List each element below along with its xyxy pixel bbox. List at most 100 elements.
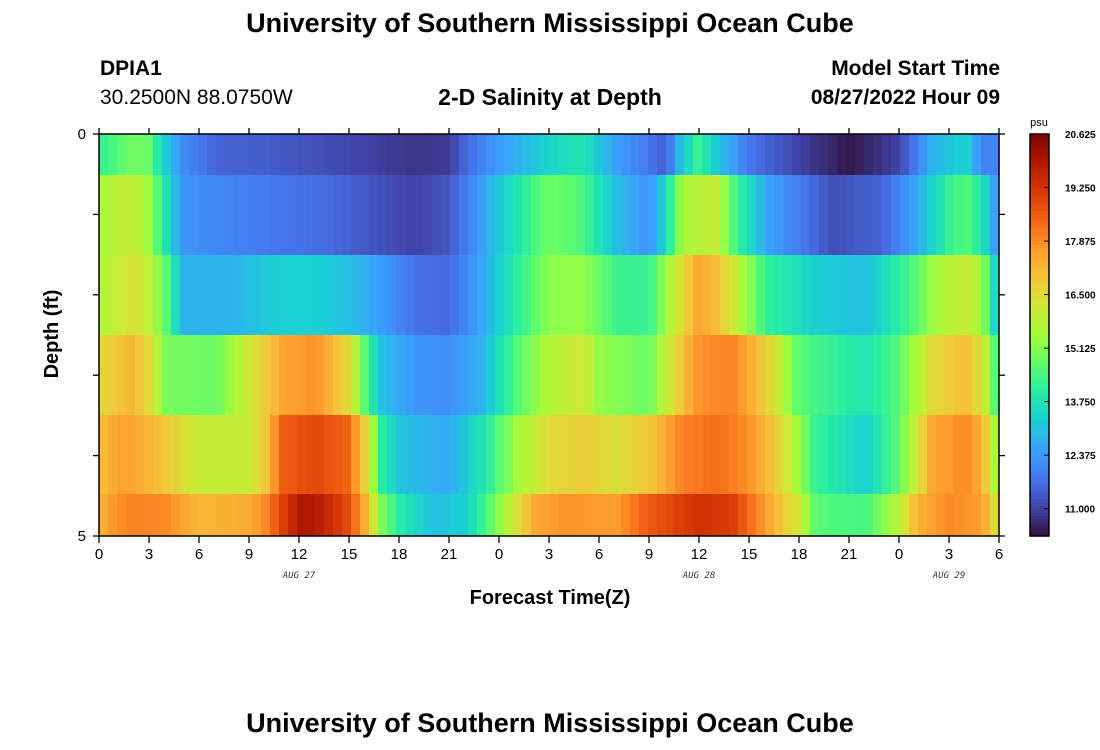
colorbar-swatch <box>1030 502 1049 507</box>
heatmap-cell <box>918 415 928 494</box>
heatmap-cell <box>171 134 181 175</box>
colorbar-swatch <box>1030 512 1049 517</box>
heatmap-cell <box>738 494 748 536</box>
heatmap-cell <box>927 415 937 494</box>
heatmap-cell <box>783 335 793 415</box>
heatmap-cell <box>891 335 901 415</box>
heatmap-cell <box>657 175 667 255</box>
heatmap-cell <box>477 335 487 415</box>
heatmap-cell <box>918 494 928 536</box>
heatmap-cell <box>747 335 757 415</box>
heatmap-cell <box>945 335 955 415</box>
heatmap-cell <box>459 494 469 536</box>
heatmap-cell <box>846 335 856 415</box>
heatmap-cell <box>504 335 514 415</box>
colorbar-swatch <box>1030 475 1049 480</box>
heatmap-cell <box>495 335 505 415</box>
heatmap-cell <box>531 134 541 175</box>
station-id: DPIA1 <box>100 57 162 80</box>
colorbar-swatch <box>1030 422 1049 427</box>
heatmap-cell <box>585 494 595 536</box>
heatmap-cell <box>882 494 892 536</box>
heatmap-cell <box>666 255 676 335</box>
colorbar-swatch <box>1030 381 1049 386</box>
heatmap-cell <box>837 134 847 175</box>
x-axis-title: Forecast Time(Z) <box>470 587 631 609</box>
colorbar-swatch <box>1030 244 1049 249</box>
colorbar-swatch <box>1030 522 1049 527</box>
heatmap-cell <box>819 415 829 494</box>
heatmap-cell <box>675 134 685 175</box>
heatmap-cell <box>288 415 298 494</box>
model-start-value: 08/27/2022 Hour 09 <box>810 86 1000 109</box>
heatmap-cell <box>936 415 946 494</box>
heatmap-cell <box>711 415 721 494</box>
heatmap-cell <box>135 255 145 335</box>
colorbar-swatch <box>1030 515 1049 520</box>
heatmap-cell <box>522 335 532 415</box>
heatmap-cell <box>288 255 298 335</box>
heatmap-cell <box>603 415 613 494</box>
heatmap-cell <box>243 415 253 494</box>
heatmap-cell <box>405 335 415 415</box>
heatmap-cell <box>846 134 856 175</box>
heatmap-cell <box>522 175 532 255</box>
heatmap-cell <box>153 175 163 255</box>
heatmap-cell <box>387 175 397 255</box>
heatmap-cell <box>666 134 676 175</box>
heatmap-cell <box>171 415 181 494</box>
heatmap-cell <box>108 175 118 255</box>
heatmap-cell <box>936 255 946 335</box>
colorbar-swatch <box>1030 237 1049 242</box>
heatmap-cell <box>369 494 379 536</box>
heatmap-cell <box>639 134 649 175</box>
heatmap-cell <box>684 134 694 175</box>
x-tick-label: 3 <box>945 546 953 563</box>
heatmap-cell <box>702 335 712 415</box>
heatmap-cell <box>117 494 127 536</box>
heatmap-cell <box>360 255 370 335</box>
heatmap-cell <box>693 335 703 415</box>
y-axis-title: Depth (ft) <box>41 290 63 379</box>
heatmap-cell <box>711 255 721 335</box>
heatmap-cell <box>198 255 208 335</box>
heatmap-cell <box>306 415 316 494</box>
x-tick-label: 6 <box>595 546 603 563</box>
heatmap-cell <box>252 494 262 536</box>
heatmap-cell <box>954 494 964 536</box>
heatmap-cell <box>819 494 829 536</box>
heatmap-cell <box>765 335 775 415</box>
heatmap-cell <box>423 494 433 536</box>
heatmap-cell <box>882 415 892 494</box>
heatmap-cell <box>756 255 766 335</box>
heatmap-cell <box>369 415 379 494</box>
heatmap-cell <box>513 415 523 494</box>
heatmap-cell <box>693 134 703 175</box>
heatmap-cell <box>612 255 622 335</box>
heatmap-cell <box>261 494 271 536</box>
colorbar-swatch <box>1030 465 1049 470</box>
heatmap-cell <box>126 494 136 536</box>
colorbar-swatch <box>1030 278 1049 282</box>
heatmap-cell <box>639 494 649 536</box>
heatmap-cell <box>162 415 172 494</box>
heatmap-cell <box>972 494 982 536</box>
heatmap-cell <box>549 134 559 175</box>
heatmap-cell <box>486 494 496 536</box>
heatmap-cell <box>207 255 217 335</box>
heatmap-cell <box>864 415 874 494</box>
heatmap-cell <box>963 175 973 255</box>
heatmap-cell <box>270 255 280 335</box>
heatmap-cell <box>927 175 937 255</box>
colorbar-swatch <box>1030 462 1049 467</box>
heatmap-cell <box>522 255 532 335</box>
heatmap-cell <box>603 494 613 536</box>
colorbar-tick-label: 16.500 <box>1065 291 1096 302</box>
heatmap-cell <box>531 415 541 494</box>
heatmap-cell <box>621 175 631 255</box>
colorbar-swatch <box>1030 164 1049 169</box>
heatmap-cell <box>423 134 433 175</box>
colorbar-swatch <box>1030 271 1049 276</box>
heatmap-cell <box>810 335 820 415</box>
heatmap-cell <box>261 415 271 494</box>
